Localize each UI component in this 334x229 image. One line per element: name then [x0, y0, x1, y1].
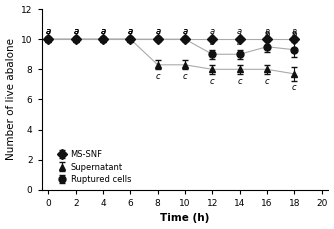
Text: a: a [128, 27, 133, 36]
Text: a: a [46, 27, 51, 36]
Text: a: a [101, 27, 106, 36]
Text: a: a [210, 27, 215, 36]
Text: b: b [292, 30, 297, 39]
Text: a: a [101, 27, 106, 36]
Text: a: a [128, 27, 133, 36]
Text: a: a [155, 27, 160, 36]
Text: b: b [237, 38, 242, 47]
Text: c: c [210, 76, 215, 86]
Text: a: a [101, 27, 106, 36]
Legend: MS-SNF, Supernatant, Ruptured cells: MS-SNF, Supernatant, Ruptured cells [57, 150, 131, 184]
Text: c: c [292, 83, 297, 92]
Text: a: a [292, 27, 297, 36]
Text: a: a [265, 27, 270, 36]
Text: b: b [264, 30, 270, 39]
Text: c: c [237, 76, 242, 86]
Text: a: a [73, 27, 78, 36]
Text: a: a [128, 27, 133, 36]
Text: c: c [265, 76, 269, 86]
Text: a: a [46, 27, 51, 36]
Text: b: b [210, 38, 215, 47]
Text: a: a [237, 27, 242, 36]
Text: c: c [183, 72, 187, 81]
Text: a: a [73, 27, 78, 36]
X-axis label: Time (h): Time (h) [160, 213, 210, 224]
Text: a: a [73, 27, 78, 36]
Text: a: a [46, 27, 51, 36]
Text: c: c [155, 72, 160, 81]
Text: a: a [182, 27, 188, 36]
Text: a: a [182, 27, 188, 36]
Y-axis label: Number of live abalone: Number of live abalone [6, 38, 16, 161]
Text: a: a [155, 27, 160, 36]
